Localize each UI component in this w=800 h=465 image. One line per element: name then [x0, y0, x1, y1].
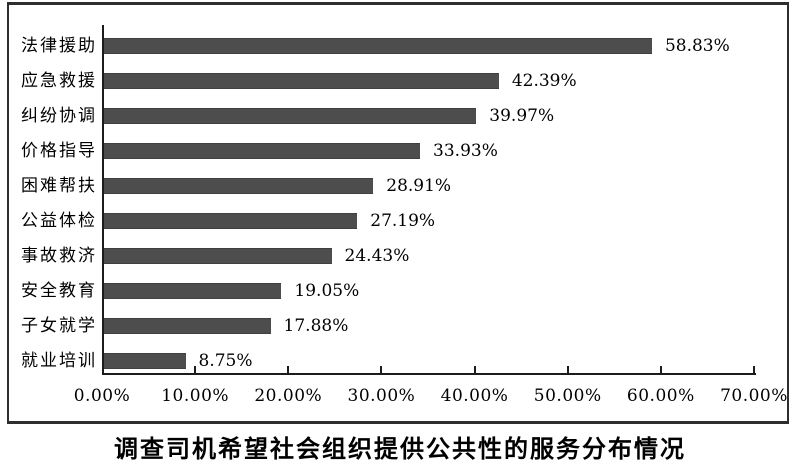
value-label: 27.19% [370, 211, 436, 231]
x-tick-label: 40.00% [440, 386, 509, 406]
value-label: 39.97% [489, 106, 555, 126]
value-label: 28.91% [386, 176, 452, 196]
category-label: 子女就学 [21, 316, 97, 336]
x-tick-label: 10.00% [161, 386, 230, 406]
x-axis-line [102, 373, 756, 375]
x-tick-label: 30.00% [347, 386, 416, 406]
chart-title: 调查司机希望社会组织提供公共性的服务分布情况 [114, 435, 686, 463]
x-tick-mark [287, 366, 290, 374]
bar [104, 143, 421, 159]
bar [104, 248, 332, 264]
x-tick-label: 0.00% [73, 386, 131, 406]
category-label: 安全教育 [21, 281, 97, 301]
chart-frame: 0.00% 10.00% 20.00% 30.00% 40.00% 50.00% 60.00… [7, 2, 789, 424]
x-tick-mark [566, 366, 569, 374]
category-label: 价格指导 [21, 141, 97, 161]
bar [104, 318, 271, 334]
x-tick-label: 50.00% [533, 386, 602, 406]
x-tick-label: 70.00% [720, 386, 788, 406]
category-label: 法律援助 [21, 36, 97, 56]
x-tick-label: 20.00% [254, 386, 323, 406]
x-tick-mark [380, 366, 383, 374]
bar [104, 213, 358, 229]
value-label: 42.39% [511, 71, 577, 91]
bar [104, 108, 477, 124]
bar [104, 353, 186, 369]
x-tick-mark [473, 366, 476, 374]
category-label: 纠纷协调 [21, 106, 97, 126]
bar [104, 178, 374, 194]
plot-area: 0.00% 10.00% 20.00% 30.00% 40.00% 50.00% 60.00… [9, 5, 787, 421]
value-label: 17.88% [283, 316, 349, 336]
category-label: 困难帮扶 [21, 176, 97, 196]
value-label: 24.43% [344, 246, 410, 266]
bar [104, 283, 282, 299]
bar [104, 73, 499, 89]
x-tick-mark [659, 366, 662, 374]
value-label: 58.83% [664, 36, 730, 56]
value-label: 8.75% [198, 351, 253, 371]
category-label: 就业培训 [21, 351, 97, 371]
category-label: 应急救援 [21, 71, 97, 91]
value-label: 33.93% [433, 141, 498, 161]
x-tick-mark [753, 366, 755, 374]
value-label: 19.05% [294, 281, 360, 301]
category-label: 事故救济 [21, 246, 97, 266]
x-tick-label: 60.00% [626, 386, 695, 406]
category-label: 公益体检 [21, 211, 97, 231]
bar [104, 38, 652, 54]
x-tick-mark [194, 366, 197, 374]
y-axis-line [102, 25, 104, 375]
